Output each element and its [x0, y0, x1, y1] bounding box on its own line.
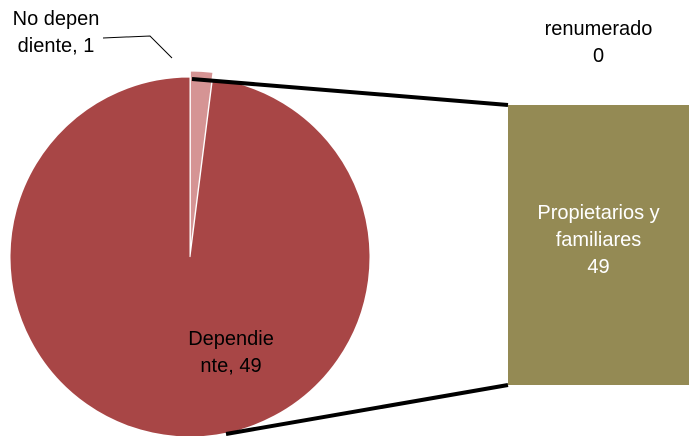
bar-value: 49	[587, 256, 610, 278]
connector	[191, 77, 509, 107]
bar-value: 0	[592, 45, 605, 67]
bar-segment	[508, 105, 689, 385]
data-label: Dependiente, 49	[188, 328, 274, 377]
bar-category: Propietarios y familiares	[537, 202, 660, 251]
bar-label: Propietarios y familiares 49	[508, 200, 689, 281]
pie-slice	[189, 70, 214, 252]
pie-slice	[9, 76, 371, 436]
bar-label: renumerado 0	[508, 16, 689, 70]
connector	[225, 383, 509, 436]
leader-line	[102, 35, 173, 59]
data-label: No dependiente, 1	[12, 8, 100, 57]
bar-category: renumerado	[544, 18, 653, 40]
